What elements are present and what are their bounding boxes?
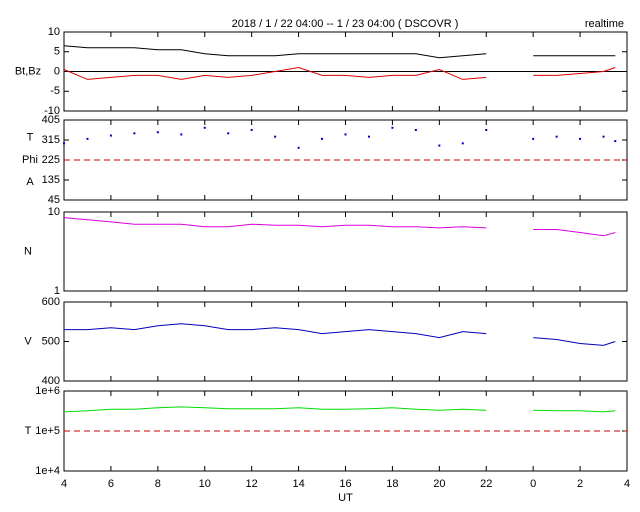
data-point — [367, 135, 370, 138]
x-tick-label: 4 — [624, 478, 630, 490]
y-axis-label: V — [24, 335, 32, 347]
x-tick-label: 8 — [155, 478, 161, 490]
data-point — [461, 142, 464, 145]
data-point — [485, 129, 488, 131]
y-axis-label: T — [27, 132, 34, 144]
y-tick-label: 10 — [48, 26, 60, 38]
x-tick-label: 20 — [433, 478, 445, 490]
x-tick-label: 4 — [61, 478, 67, 490]
y-axis-label: Bt,Bz — [15, 65, 41, 77]
y-tick-label: 225 — [42, 154, 60, 166]
y-tick-label: 500 — [42, 335, 60, 347]
y-tick-label: 45 — [48, 194, 60, 206]
y-tick-label: 405 — [42, 114, 60, 126]
data-point — [63, 142, 65, 145]
x-tick-label: 6 — [108, 478, 114, 490]
y-tick-label: 0 — [54, 65, 60, 77]
data-point — [297, 146, 300, 149]
y-tick-label: 1 — [54, 285, 60, 297]
x-tick-label: 10 — [199, 478, 211, 490]
x-tick-label: 12 — [246, 478, 258, 490]
y-tick-label: 135 — [42, 174, 60, 186]
data-point — [250, 129, 253, 131]
y-tick-label: 600 — [42, 296, 60, 308]
y-tick-label: -5 — [50, 85, 60, 97]
y-tick-label: 1e+6 — [35, 385, 60, 397]
data-point — [133, 132, 136, 135]
y-axis-label: A — [26, 176, 34, 188]
y-tick-label: 1e+5 — [35, 425, 60, 437]
y-tick-label: 400 — [42, 375, 60, 387]
data-point — [579, 137, 582, 140]
data-point — [414, 129, 417, 131]
data-point — [602, 135, 605, 138]
data-point — [321, 137, 324, 140]
data-point — [555, 135, 558, 138]
data-point — [156, 131, 159, 134]
y-tick-label: 1e+4 — [35, 465, 60, 477]
series-line — [63, 406, 616, 413]
data-point — [532, 137, 535, 140]
x-tick-label: 14 — [292, 478, 304, 490]
data-point — [438, 144, 441, 147]
y-axis-label: Phi — [22, 154, 38, 166]
y-axis-label: T — [25, 425, 32, 437]
data-point — [180, 133, 183, 136]
series-line — [63, 66, 616, 80]
panel-frame — [63, 301, 628, 382]
series-line — [63, 45, 616, 59]
x-tick-label: 16 — [339, 478, 351, 490]
data-point — [614, 140, 617, 143]
x-tick-label: 0 — [530, 478, 536, 490]
y-tick-label: -10 — [44, 105, 60, 117]
data-point — [344, 133, 347, 136]
data-point — [86, 137, 89, 140]
chart-title: 2018 / 1 / 22 04:00 -- 1 / 23 04:00 ( DS… — [232, 18, 459, 30]
y-tick-label: 5 — [54, 46, 60, 58]
data-point — [227, 132, 230, 135]
data-point — [203, 126, 206, 129]
x-tick-label: 22 — [480, 478, 492, 490]
data-point — [109, 134, 112, 137]
y-tick-label: 315 — [42, 134, 60, 146]
y-axis-label: N — [24, 245, 32, 257]
status-label: realtime — [585, 18, 624, 30]
series-line — [63, 217, 616, 237]
x-axis-label: UT — [338, 492, 353, 504]
y-tick-label: 10 — [48, 206, 60, 218]
x-tick-label: 18 — [386, 478, 398, 490]
series-line — [64, 323, 616, 346]
data-point — [274, 135, 277, 138]
x-tick-label: 2 — [577, 478, 583, 490]
data-point — [391, 126, 394, 129]
